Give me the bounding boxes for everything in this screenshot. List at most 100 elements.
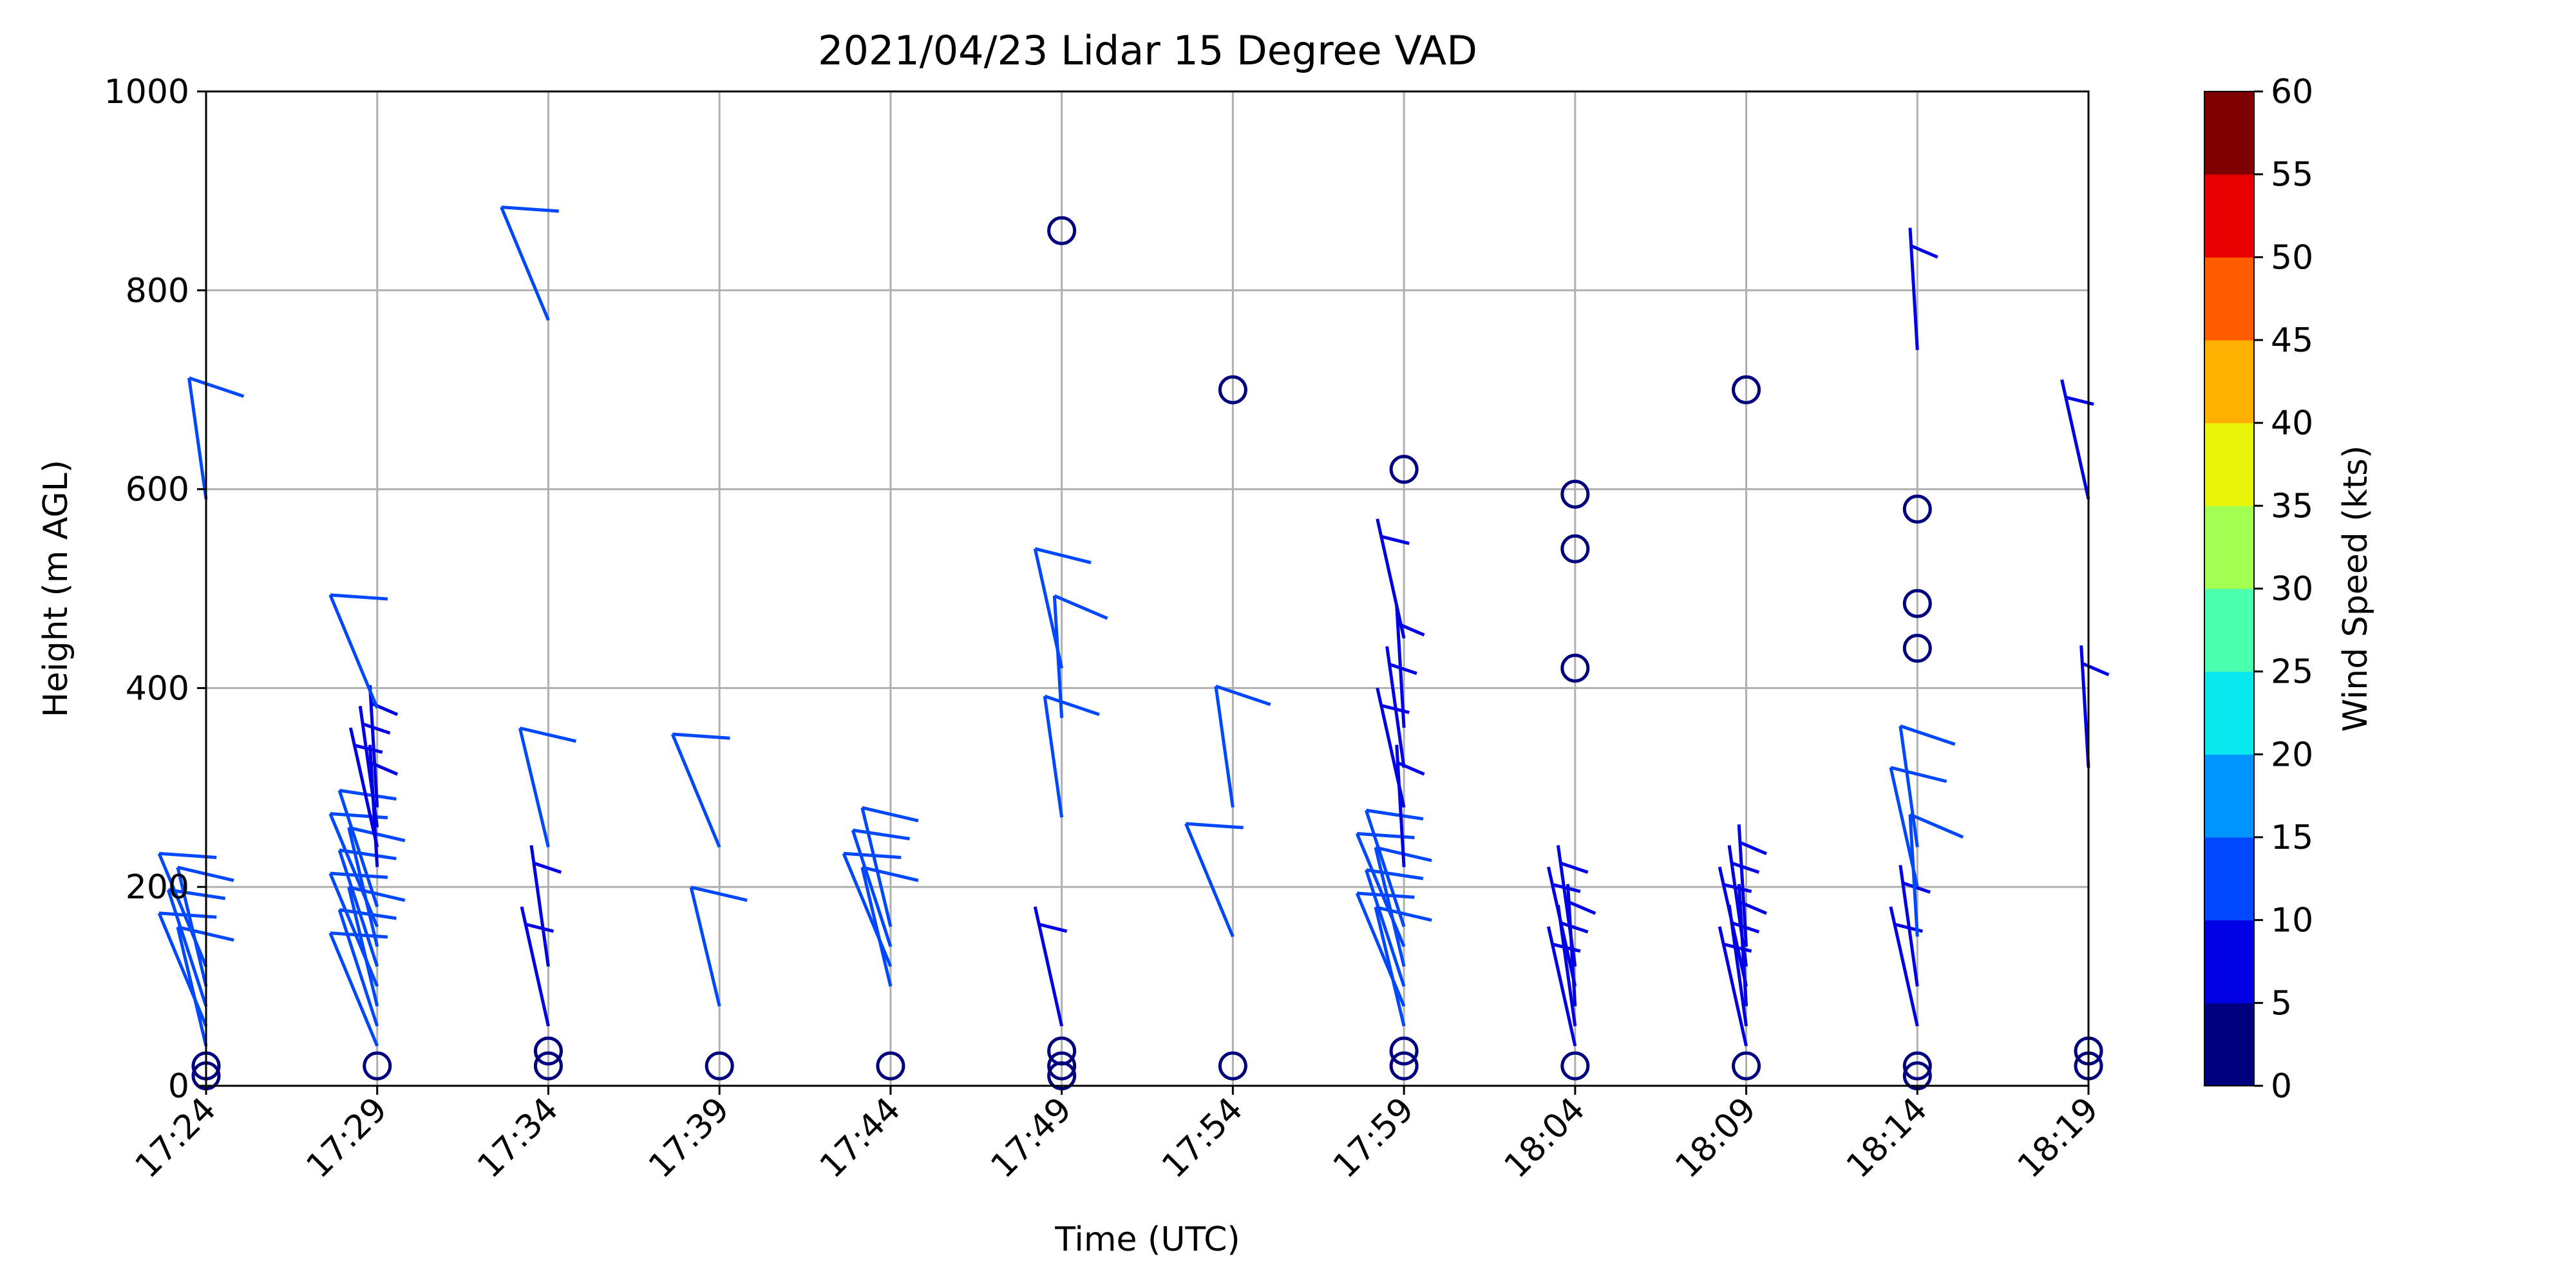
barb-full [1215,685,1271,706]
barb-staff [328,813,379,927]
colorbar-segment [2204,671,2254,755]
barb-full [158,851,217,859]
barb-staff [337,790,379,907]
barb-staff [328,594,379,709]
barb-staff [337,849,379,967]
colorbar-segment [2204,506,2254,589]
colorbar-tick-label: 30 [2271,570,2313,609]
barb-half [1560,861,1589,874]
calm-barb-circle [1389,455,1419,484]
colorbar-segment [2204,340,2254,424]
x-tick-label: 17:44 [813,1090,908,1186]
x-tick-label: 17:54 [1155,1090,1250,1186]
barb-half [1568,900,1596,915]
barb-half [1731,861,1760,874]
colorbar-tick-label: 45 [2271,321,2313,360]
barb-staff [1899,725,1919,848]
barb-staff [1889,767,1919,887]
calm-barb-circle [1732,375,1761,404]
barb-staff [851,829,893,947]
y-tick-label: 800 [126,272,189,310]
barb-staff [1355,833,1406,947]
barb-staff [368,685,379,808]
barb-staff [670,734,721,848]
barb-staff [157,912,208,1027]
barb-full [1186,822,1244,829]
barb-staff [1374,906,1406,1027]
barb-half [2065,395,2094,406]
colorbar-segment [2204,920,2254,1003]
barb-half [1551,883,1581,893]
colorbar-segment [2204,837,2254,921]
calm-barb-circle [1047,1051,1077,1081]
calm-barb-circle [705,1051,734,1081]
x-tick-label: 18:04 [1497,1090,1593,1186]
colorbar-tick-label: 20 [2271,735,2313,774]
barb-staff [1546,926,1577,1046]
barb-half [362,722,391,735]
barb-full [1375,905,1432,922]
barb-full [1044,694,1100,716]
barb-staff [157,853,208,967]
barb-staff [187,377,208,500]
barb-full [1356,831,1415,840]
barb-half [1381,535,1410,545]
y-tick-label: 600 [126,471,189,509]
barb-staff [1727,845,1748,967]
colorbar [2204,91,2254,1086]
calm-barb-circle [1902,494,1932,524]
barb-staff [1718,866,1748,987]
barb-full [1366,808,1424,821]
calm-barb-circle [1902,1051,1932,1081]
barb-staff [2060,379,2090,500]
colorbar-ticks: 0 5 10 15 20 25 30 35 40 45 50 55 60 [2254,73,2313,1106]
barb-full [862,806,919,822]
colorbar-segment [2204,589,2254,672]
colorbar-segment [2204,91,2254,175]
calm-barb-circle [1560,654,1590,683]
calm-barb-circle [1047,1036,1077,1066]
colorbar-tick-label: 60 [2271,73,2313,111]
barb-half [533,861,562,874]
barb-full [348,826,406,842]
barb-staff [347,827,379,947]
barb-staff [1214,686,1235,808]
x-tick-label: 17:29 [299,1090,395,1186]
barb-half [1739,840,1767,856]
barb-staff [1899,865,1919,987]
barb-staff [1718,926,1748,1046]
calm-barb-circle [363,1051,392,1081]
colorbar-tick-label: 5 [2271,984,2292,1023]
barb-full [339,788,397,801]
barb-staff [500,206,550,321]
barb-staff [1737,824,1748,947]
barb-staff [689,887,721,1007]
barb-half [354,743,383,754]
barb-staff [1385,646,1406,768]
barb-full [1366,868,1424,880]
barb-staff [529,845,550,967]
barb-staff [842,853,893,967]
calm-barb-circle [1560,534,1590,564]
barb-full [1909,813,1964,839]
barb-half [1560,921,1589,934]
barb-staff [1374,847,1406,967]
barb-staff [176,926,208,1046]
barb-staff [358,706,379,828]
barb-staff [860,807,893,927]
barb-staff [2079,645,2090,768]
calm-barb-circle [1218,375,1247,404]
wind-barbs [157,205,2110,1091]
barb-half [1723,883,1752,893]
colorbar-tick-label: 15 [2271,819,2313,857]
barb-staff [1184,823,1235,938]
calm-barb-circle [1218,1051,1247,1081]
barb-staff [176,867,208,987]
barb-half [2081,661,2110,677]
barb-staff [520,906,550,1027]
calm-barb-circle [1732,1051,1761,1081]
barb-full [519,726,577,743]
barb-half [525,922,554,933]
colorbar-label: Wind Speed (kts) [2336,446,2375,732]
